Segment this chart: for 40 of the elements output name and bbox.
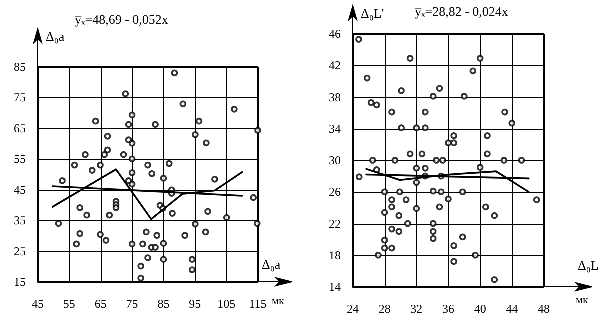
x-tick-label: 32: [410, 302, 423, 316]
y-tick-label: 22: [329, 216, 341, 231]
x-tick-label: 85: [158, 297, 170, 311]
y-tick-label: 85: [14, 60, 26, 74]
y-axis-title: Δ₀a: [46, 29, 65, 44]
y-tick-label: 30: [329, 154, 341, 168]
y-tick-label: 55: [14, 152, 26, 166]
text: мк: [576, 294, 589, 306]
x-axis-title: Δ₀L: [578, 258, 599, 273]
y-tick-label: 18: [329, 248, 341, 262]
chart-title: y̅ₓ=48,69 - 0,052x: [74, 12, 169, 27]
y-tick-label: 14: [329, 280, 341, 294]
x-tick-label: 75: [126, 297, 138, 311]
y-axis-title: Δ₀L': [361, 6, 384, 21]
y-tick-label: 34: [329, 122, 341, 136]
y-tick-label: 26: [329, 185, 341, 200]
x-tick-label: 95: [189, 297, 202, 311]
y-tick-label: 35: [14, 214, 26, 228]
text: мк: [272, 296, 285, 308]
y-tick-label: 65: [14, 121, 26, 136]
x-tick-label: 36: [442, 302, 454, 316]
x-tick-label: 28: [378, 302, 391, 316]
y-tick-label: 46: [329, 27, 341, 41]
y-tick-label: 75: [14, 90, 26, 105]
x-tick-label: 55: [63, 297, 76, 311]
x-tick-label: 24: [347, 302, 359, 316]
x-tick-label: 40: [474, 302, 486, 316]
y-tick-label: 25: [14, 244, 26, 258]
x-tick-label: 45: [32, 297, 44, 311]
y-tick-label: 38: [329, 90, 341, 104]
chart-title: y̅ₓ=28,82 - 0,024x: [414, 4, 509, 19]
y-tick-label: 45: [14, 182, 26, 197]
x-tick-label: 105: [218, 297, 236, 311]
x-tick-label: 44: [506, 302, 518, 316]
x-tick-label: 115: [249, 297, 267, 311]
y-tick-label: 15: [14, 275, 26, 289]
x-tick-label: 65: [94, 297, 107, 311]
x-axis-title: Δ₀a: [262, 257, 281, 272]
x-tick-label: 48: [538, 302, 550, 316]
y-tick-label: 42: [329, 58, 341, 73]
